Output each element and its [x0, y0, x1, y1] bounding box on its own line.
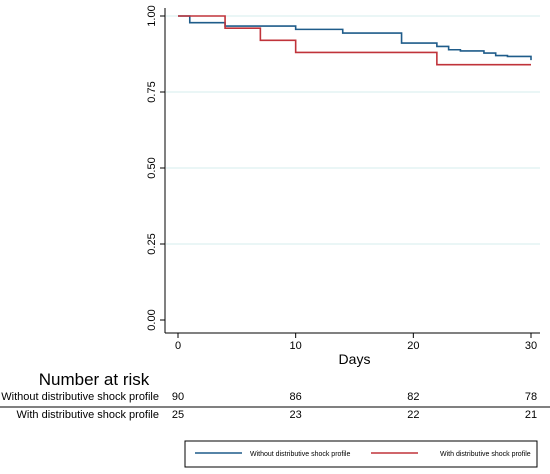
x-tick-label: 0	[175, 340, 181, 352]
risk-row-value: 23	[290, 409, 302, 421]
risk-row-value: 21	[525, 409, 537, 421]
grid-lines	[166, 15, 540, 245]
risk-row-value: 86	[290, 391, 302, 403]
series-lines	[178, 15, 532, 66]
y-tick-label: 0.00	[146, 309, 158, 330]
legend: Without distributive shock profile With d…	[184, 440, 538, 468]
risk-row-value: 78	[525, 391, 537, 403]
x-tick-label: 10	[290, 340, 302, 352]
risk-row-value: 22	[407, 409, 419, 421]
x-axis-title: Days	[339, 351, 371, 367]
risk-row-value: 82	[407, 391, 419, 403]
risk-row-value: 25	[172, 409, 184, 421]
y-tick-label: 0.25	[146, 233, 158, 254]
legend-box	[184, 440, 538, 468]
risk-row-label: Without distributive shock profile	[1, 391, 159, 403]
axes: 0.00 0.25 0.50 0.75 1.00 0 10 20 30	[146, 5, 540, 352]
y-tick-label: 1.00	[146, 5, 158, 26]
risk-row-value: 90	[172, 391, 184, 403]
y-tick-label: 0.50	[146, 157, 158, 178]
series-line-with-shock	[178, 15, 531, 66]
y-tick-label: 0.75	[146, 81, 158, 102]
risk-row-label: With distributive shock profile	[17, 409, 159, 421]
x-tick-label: 20	[407, 340, 419, 352]
x-tick-label: 30	[525, 340, 537, 352]
number-at-risk-table: Number at risk Without distributive shoc…	[0, 370, 550, 421]
legend-label: With distributive shock profile	[440, 451, 531, 458]
risk-table-title: Number at risk	[39, 370, 150, 389]
legend-label: Without distributive shock profile	[250, 451, 350, 458]
